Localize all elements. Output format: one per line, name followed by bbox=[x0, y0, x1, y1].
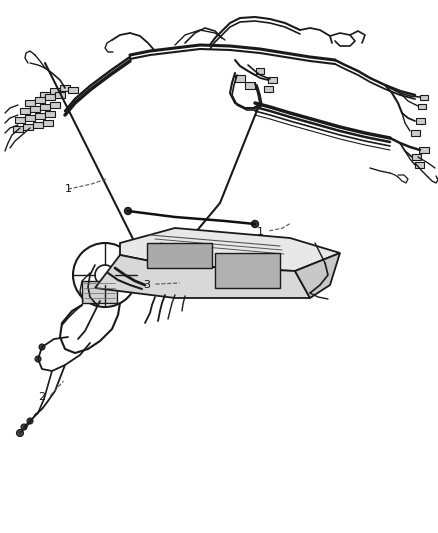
Polygon shape bbox=[295, 253, 340, 298]
Polygon shape bbox=[120, 228, 340, 271]
Bar bbox=[60, 85, 70, 91]
Bar bbox=[264, 86, 272, 92]
Circle shape bbox=[251, 221, 258, 228]
Text: 3: 3 bbox=[143, 280, 150, 290]
Bar bbox=[50, 102, 60, 108]
Bar bbox=[20, 108, 30, 114]
Bar bbox=[55, 92, 65, 98]
Circle shape bbox=[233, 240, 247, 254]
Circle shape bbox=[17, 430, 24, 437]
Bar bbox=[35, 113, 45, 119]
Bar bbox=[40, 104, 50, 110]
Bar bbox=[30, 106, 40, 112]
Bar bbox=[420, 94, 428, 100]
Text: 1: 1 bbox=[64, 184, 71, 194]
Text: 2: 2 bbox=[38, 392, 45, 402]
Bar bbox=[268, 77, 276, 83]
Bar bbox=[235, 75, 245, 82]
Bar bbox=[40, 92, 50, 98]
Bar bbox=[419, 147, 429, 153]
Bar bbox=[45, 94, 55, 100]
Bar bbox=[256, 68, 264, 74]
Bar bbox=[13, 126, 23, 132]
Bar bbox=[25, 100, 35, 106]
Bar bbox=[245, 82, 255, 88]
Circle shape bbox=[237, 272, 247, 282]
Polygon shape bbox=[95, 255, 310, 298]
Bar bbox=[68, 87, 78, 93]
Circle shape bbox=[35, 356, 41, 362]
Bar bbox=[33, 122, 43, 128]
Bar bbox=[410, 130, 420, 136]
Bar bbox=[23, 124, 33, 130]
Circle shape bbox=[124, 207, 131, 214]
Bar bbox=[50, 88, 60, 94]
Bar bbox=[15, 117, 25, 123]
Bar bbox=[416, 118, 424, 124]
Bar bbox=[35, 97, 45, 103]
FancyBboxPatch shape bbox=[147, 243, 212, 268]
Text: 1: 1 bbox=[257, 227, 264, 237]
Bar bbox=[418, 103, 426, 109]
Circle shape bbox=[39, 344, 45, 350]
Bar bbox=[25, 115, 35, 121]
Bar bbox=[82, 281, 117, 303]
Bar bbox=[43, 120, 53, 126]
Circle shape bbox=[187, 235, 203, 251]
Bar bbox=[45, 111, 55, 117]
Circle shape bbox=[21, 424, 27, 430]
Circle shape bbox=[27, 418, 33, 424]
Circle shape bbox=[223, 272, 233, 282]
Bar bbox=[414, 162, 424, 168]
Bar bbox=[411, 154, 420, 160]
FancyBboxPatch shape bbox=[215, 253, 280, 288]
